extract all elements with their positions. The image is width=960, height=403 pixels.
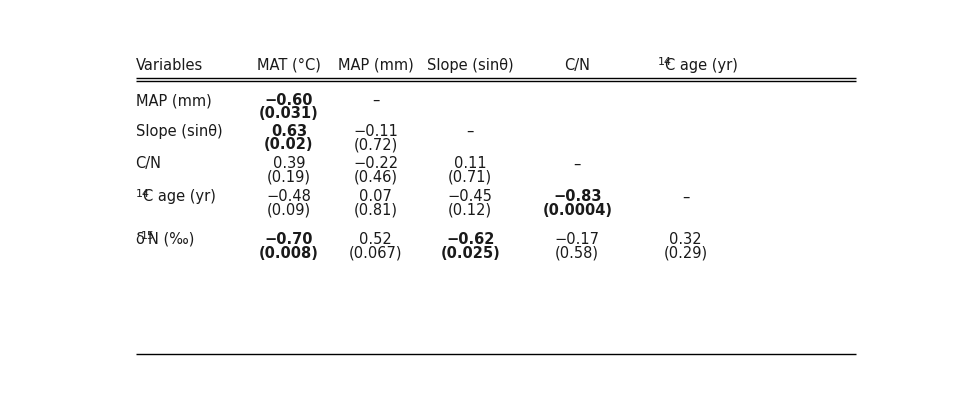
Text: Variables: Variables: [135, 58, 203, 73]
Text: −0.45: −0.45: [448, 189, 492, 204]
Text: −0.11: −0.11: [353, 124, 398, 139]
Text: −0.17: −0.17: [555, 232, 600, 247]
Text: 14: 14: [658, 58, 671, 67]
Text: −0.70: −0.70: [265, 232, 313, 247]
Text: C age (yr): C age (yr): [665, 58, 738, 73]
Text: C/N: C/N: [135, 156, 161, 171]
Text: −0.60: −0.60: [265, 93, 313, 108]
Text: δ: δ: [135, 232, 144, 247]
Text: MAP (mm): MAP (mm): [135, 93, 211, 108]
Text: (0.031): (0.031): [259, 106, 319, 121]
Text: 0.32: 0.32: [669, 232, 702, 247]
Text: 15: 15: [140, 231, 155, 241]
Text: −0.83: −0.83: [553, 189, 602, 204]
Text: Slope (sinθ): Slope (sinθ): [135, 124, 222, 139]
Text: 14: 14: [135, 189, 150, 199]
Text: MAP (mm): MAP (mm): [338, 58, 414, 73]
Text: –: –: [573, 156, 581, 171]
Text: 0.63: 0.63: [271, 124, 307, 139]
Text: (0.02): (0.02): [264, 137, 314, 152]
Text: (0.0004): (0.0004): [542, 203, 612, 218]
Text: (0.46): (0.46): [353, 169, 397, 185]
Text: C/N: C/N: [564, 58, 590, 73]
Text: MAT (°C): MAT (°C): [257, 58, 321, 73]
Text: –: –: [467, 124, 474, 139]
Text: (0.067): (0.067): [349, 246, 402, 261]
Text: Slope (sinθ): Slope (sinθ): [427, 58, 514, 73]
Text: −0.22: −0.22: [353, 156, 398, 171]
Text: (0.09): (0.09): [267, 203, 311, 218]
Text: (0.12): (0.12): [448, 203, 492, 218]
Text: (0.81): (0.81): [353, 203, 397, 218]
Text: (0.025): (0.025): [441, 246, 500, 261]
Text: −0.48: −0.48: [267, 189, 311, 204]
Text: (0.58): (0.58): [555, 246, 599, 261]
Text: (0.71): (0.71): [448, 169, 492, 185]
Text: 0.07: 0.07: [359, 189, 393, 204]
Text: –: –: [372, 93, 379, 108]
Text: C age (yr): C age (yr): [143, 189, 216, 204]
Text: (0.29): (0.29): [663, 246, 708, 261]
Text: (0.72): (0.72): [353, 137, 397, 152]
Text: (0.008): (0.008): [259, 246, 319, 261]
Text: (0.19): (0.19): [267, 169, 311, 185]
Text: N (‰): N (‰): [149, 232, 195, 247]
Text: –: –: [682, 189, 689, 204]
Text: −0.62: −0.62: [446, 232, 494, 247]
Text: 0.39: 0.39: [273, 156, 305, 171]
Text: 0.11: 0.11: [454, 156, 487, 171]
Text: 0.52: 0.52: [359, 232, 392, 247]
